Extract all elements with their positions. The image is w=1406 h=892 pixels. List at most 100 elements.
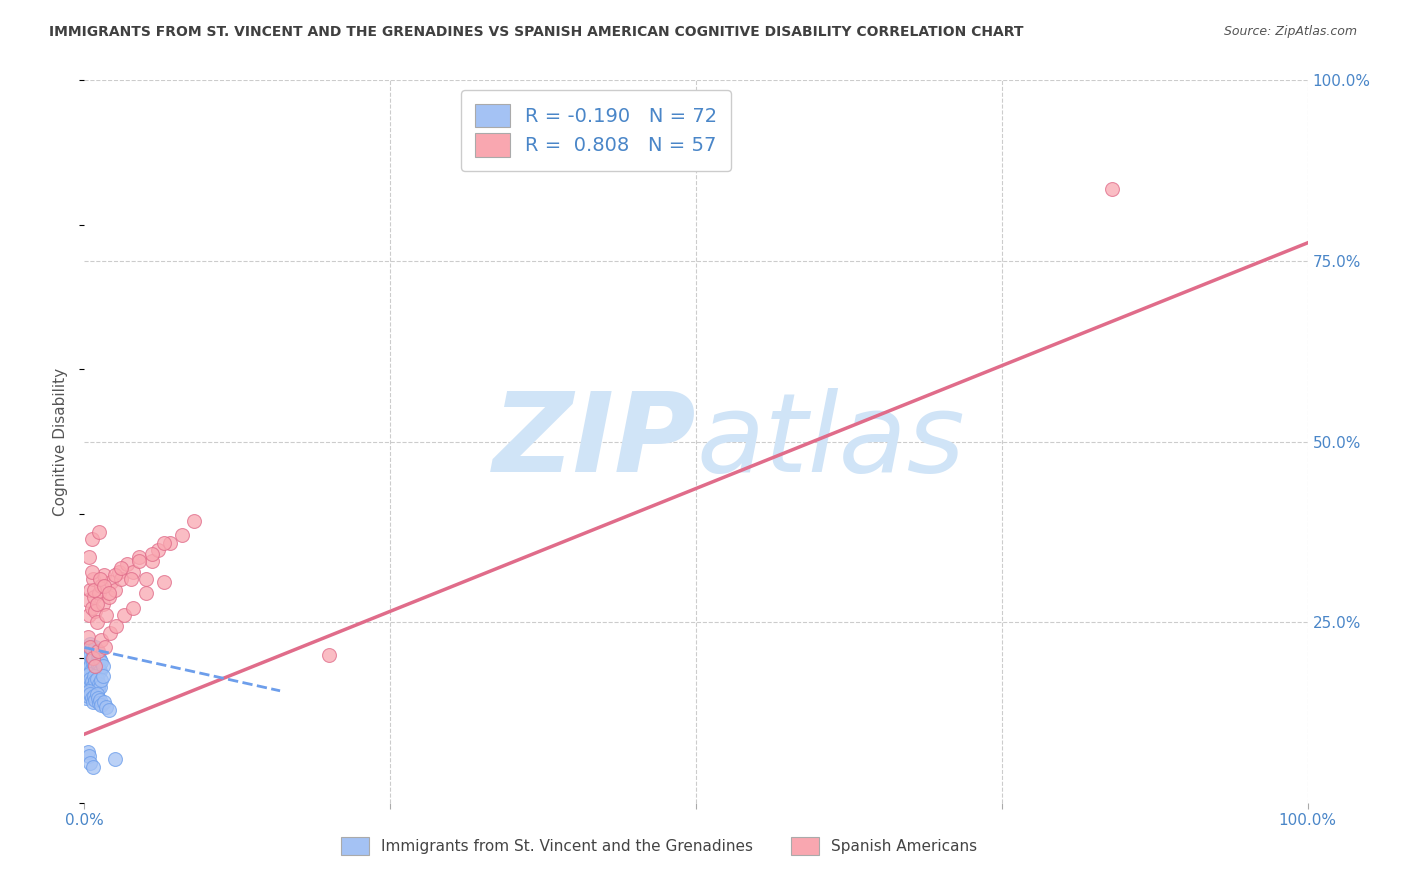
Point [91,597,114,611]
Point [146,542,169,557]
Point [318,648,340,662]
Point [77,673,100,687]
Point [77,630,100,644]
Point [90,673,112,687]
Text: atlas: atlas [696,388,965,495]
Point [75,680,97,694]
Point [105,619,128,633]
Point [89,693,111,707]
Point [76,669,98,683]
Point [94,640,117,655]
Point [83,648,105,662]
Point [79,672,101,686]
Point [128,550,150,565]
Point [79,756,101,770]
Text: ZIP: ZIP [492,388,696,495]
Point [77,689,100,703]
Point [82,655,104,669]
Point [153,535,176,549]
Point [83,582,105,597]
Point [77,640,100,655]
Point [90,698,112,713]
Point [98,626,121,640]
Point [83,669,105,683]
Point [77,683,100,698]
Point [93,579,115,593]
Point [77,550,100,565]
Point [141,554,163,568]
Point [76,669,98,683]
Point [89,665,111,679]
Point [89,653,111,667]
Point [97,590,120,604]
Point [77,662,100,676]
Point [80,674,103,689]
Point [87,681,110,696]
Point [87,586,110,600]
Point [89,680,111,694]
Point [135,586,157,600]
Point [159,535,181,549]
Point [84,674,107,689]
Point [122,600,145,615]
Point [77,676,100,690]
Point [77,651,100,665]
Point [77,655,100,669]
Point [90,579,112,593]
Point [87,660,110,674]
Point [84,658,107,673]
Point [96,700,118,714]
Point [87,696,110,710]
Point [96,607,118,622]
Point [82,695,104,709]
Point [87,524,110,539]
Point [79,637,101,651]
Point [80,600,103,615]
Point [91,658,114,673]
Text: IMMIGRANTS FROM ST. VINCENT AND THE GRENADINES VS SPANISH AMERICAN COGNITIVE DIS: IMMIGRANTS FROM ST. VINCENT AND THE GREN… [49,25,1024,39]
Point [115,558,138,572]
Point [97,703,120,717]
Point [97,586,120,600]
Point [104,752,127,766]
Point [86,687,108,701]
Point [104,582,127,597]
Point [86,644,108,658]
Point [80,651,103,665]
Point [80,565,103,579]
Point [84,693,107,707]
Point [91,669,114,683]
Legend: Immigrants from St. Vincent and the Grenadines, Spanish Americans: Immigrants from St. Vincent and the Gren… [329,824,990,867]
Point [80,691,103,706]
Point [87,662,110,676]
Point [82,665,104,680]
Point [84,651,107,665]
Point [100,575,122,590]
Point [110,572,132,586]
Point [84,604,107,618]
Point [87,676,110,690]
Point [87,651,110,665]
Point [86,655,108,669]
Point [87,691,110,706]
Point [77,748,100,763]
Point [122,565,145,579]
Point [77,607,100,622]
Point [87,648,110,662]
Point [93,695,115,709]
Point [93,568,115,582]
Point [104,568,127,582]
Point [83,590,105,604]
Point [172,528,194,542]
Point [141,547,163,561]
Point [128,554,150,568]
Point [82,760,104,774]
Point [77,667,100,681]
Point [110,561,132,575]
Point [76,686,98,700]
Point [135,572,157,586]
Point [89,572,111,586]
Point [112,607,135,622]
Point [84,640,107,655]
Point [76,658,98,673]
